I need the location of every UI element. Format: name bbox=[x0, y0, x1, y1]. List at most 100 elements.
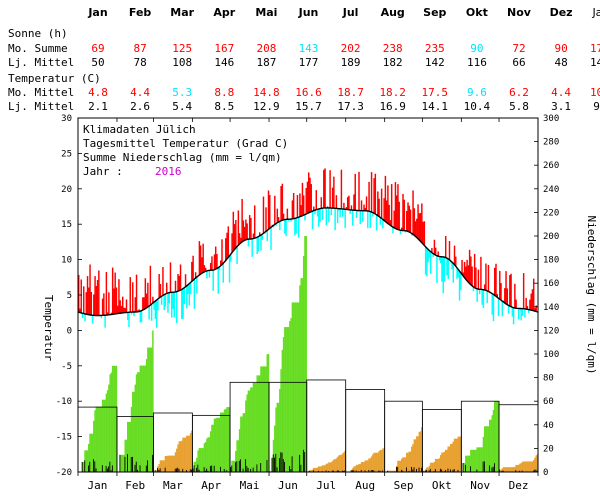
precip-cumulative-bar bbox=[250, 387, 252, 472]
temperature-day-bar bbox=[512, 307, 515, 325]
temperature-day-bar bbox=[79, 308, 81, 313]
precip-cumulative-bar bbox=[427, 467, 429, 472]
temperature-day-bar bbox=[504, 288, 506, 303]
precip-daily-bar bbox=[176, 468, 177, 472]
temp-lj-mittel-feb: 2.6 bbox=[130, 100, 151, 113]
temperature-day-bar bbox=[404, 230, 407, 233]
sonne-mo-summe-jahr: 1733 bbox=[589, 42, 600, 55]
temperature-day-bar bbox=[178, 275, 181, 291]
precip-cumulative-bar bbox=[310, 470, 312, 472]
precip-cumulative-bar bbox=[248, 390, 251, 472]
temperature-day-bar bbox=[108, 292, 110, 315]
precip-daily-bar bbox=[397, 466, 399, 472]
sonne-mo-summe-jul: 202 bbox=[340, 42, 361, 55]
temperature-day-bar bbox=[394, 182, 397, 229]
month-header-feb: Feb bbox=[128, 6, 152, 19]
temperature-day-bar bbox=[94, 276, 96, 316]
precip-cumulative-bar bbox=[358, 464, 360, 472]
precip-cumulative-bar bbox=[490, 419, 492, 472]
precip-daily-bar bbox=[412, 469, 414, 472]
precip-cumulative-bar bbox=[235, 450, 237, 472]
precip-cumulative-bar bbox=[173, 455, 175, 472]
precip-cumulative-bar bbox=[148, 347, 150, 472]
temperature-day-bar bbox=[408, 205, 411, 232]
precip-cumulative-bar bbox=[458, 436, 461, 472]
precip-cumulative-bar bbox=[382, 448, 384, 472]
precip-cumulative-bar bbox=[162, 460, 164, 472]
precip-cumulative-bar bbox=[446, 449, 448, 472]
precip-cumulative-bar bbox=[106, 390, 109, 472]
temperature-day-bar bbox=[378, 198, 380, 217]
right-tick-label: 160 bbox=[543, 279, 559, 289]
precip-daily-bar bbox=[313, 470, 314, 472]
precip-cumulative-bar bbox=[177, 444, 179, 472]
temperature-day-bar bbox=[436, 255, 438, 283]
precip-cumulative-bar bbox=[419, 431, 422, 472]
precip-cumulative-bar bbox=[404, 457, 407, 472]
temp-mo-mittel-aug: 18.2 bbox=[379, 86, 406, 99]
precip-cumulative-bar bbox=[407, 452, 409, 472]
precip-cumulative-bar bbox=[187, 435, 189, 472]
precip-cumulative-bar bbox=[436, 458, 438, 472]
temperature-day-bar bbox=[177, 273, 179, 292]
temperature-day-bar bbox=[427, 249, 429, 263]
temperature-day-bar bbox=[81, 313, 84, 319]
precip-cumulative-bar bbox=[408, 451, 411, 472]
precip-cumulative-bar bbox=[367, 460, 369, 472]
temperature-day-bar bbox=[258, 232, 261, 236]
precip-cumulative-bar bbox=[233, 460, 236, 472]
temperature-day-bar bbox=[232, 211, 235, 252]
temperature-day-bar bbox=[276, 208, 279, 223]
temperature-day-bar bbox=[313, 206, 315, 211]
temperature-day-bar bbox=[260, 235, 262, 251]
temperature-day-bar bbox=[315, 190, 317, 210]
precip-cumulative-bar bbox=[147, 347, 149, 472]
precip-cumulative-bar bbox=[282, 337, 285, 472]
precip-cumulative-bar bbox=[432, 462, 434, 472]
left-axis-ticks: 30 25 20 15 10 5 0 -5 -10 -15 -20 bbox=[56, 114, 82, 478]
precip-cumulative-bar bbox=[525, 461, 527, 472]
temperature-day-bar bbox=[385, 200, 388, 223]
precip-cumulative-bar bbox=[115, 365, 118, 472]
precip-cumulative-bar bbox=[137, 372, 139, 472]
temperature-day-bar bbox=[84, 313, 86, 322]
precip-cumulative-bar bbox=[251, 387, 253, 472]
precip-daily-bar bbox=[411, 466, 412, 472]
temperature-day-bar bbox=[217, 267, 219, 294]
left-tick-label: 25 bbox=[61, 149, 72, 159]
precip-daily-bar bbox=[364, 470, 366, 472]
temperature-day-bar bbox=[192, 255, 194, 281]
temperature-day-bar bbox=[429, 251, 432, 274]
precip-daily-bar bbox=[174, 468, 176, 472]
temperature-day-bar bbox=[172, 292, 174, 309]
temperature-day-bar bbox=[455, 256, 457, 267]
precip-daily-bar bbox=[441, 469, 443, 472]
precip-daily-bar bbox=[111, 465, 113, 472]
precip-daily-bar bbox=[245, 459, 247, 472]
temperature-day-bar bbox=[282, 213, 285, 220]
temperature-day-bar bbox=[202, 243, 204, 273]
temperature-day-bar bbox=[411, 233, 413, 236]
precip-daily-bar bbox=[418, 467, 420, 472]
precip-cumulative-bar bbox=[343, 452, 345, 472]
temperature-day-bar bbox=[395, 195, 398, 230]
precip-daily-bar bbox=[413, 467, 415, 472]
right-tick-label: 100 bbox=[543, 350, 559, 360]
temperature-day-bar bbox=[160, 296, 163, 305]
temperature-day-bar bbox=[150, 304, 153, 321]
temperature-day-bar bbox=[358, 171, 360, 211]
precip-daily-bar bbox=[328, 470, 329, 472]
temperature-day-bar bbox=[236, 246, 238, 264]
temp-mo-mittel-mai: 14.8 bbox=[253, 86, 280, 99]
precip-daily-bar bbox=[457, 469, 459, 472]
precip-cumulative-bar bbox=[275, 407, 277, 472]
temp-title-row: Temperatur (C) bbox=[0, 72, 600, 86]
temperature-day-bar bbox=[316, 209, 319, 217]
temperature-day-bar bbox=[341, 208, 344, 217]
precip-cumulative-bar bbox=[202, 448, 204, 472]
temp-mo-mittel-apr: 8.8 bbox=[214, 86, 235, 99]
precip-cumulative-bar bbox=[379, 449, 382, 472]
precip-cumulative-bar bbox=[492, 409, 495, 472]
temperature-day-bar bbox=[463, 261, 466, 278]
temperature-day-bar bbox=[442, 256, 444, 294]
